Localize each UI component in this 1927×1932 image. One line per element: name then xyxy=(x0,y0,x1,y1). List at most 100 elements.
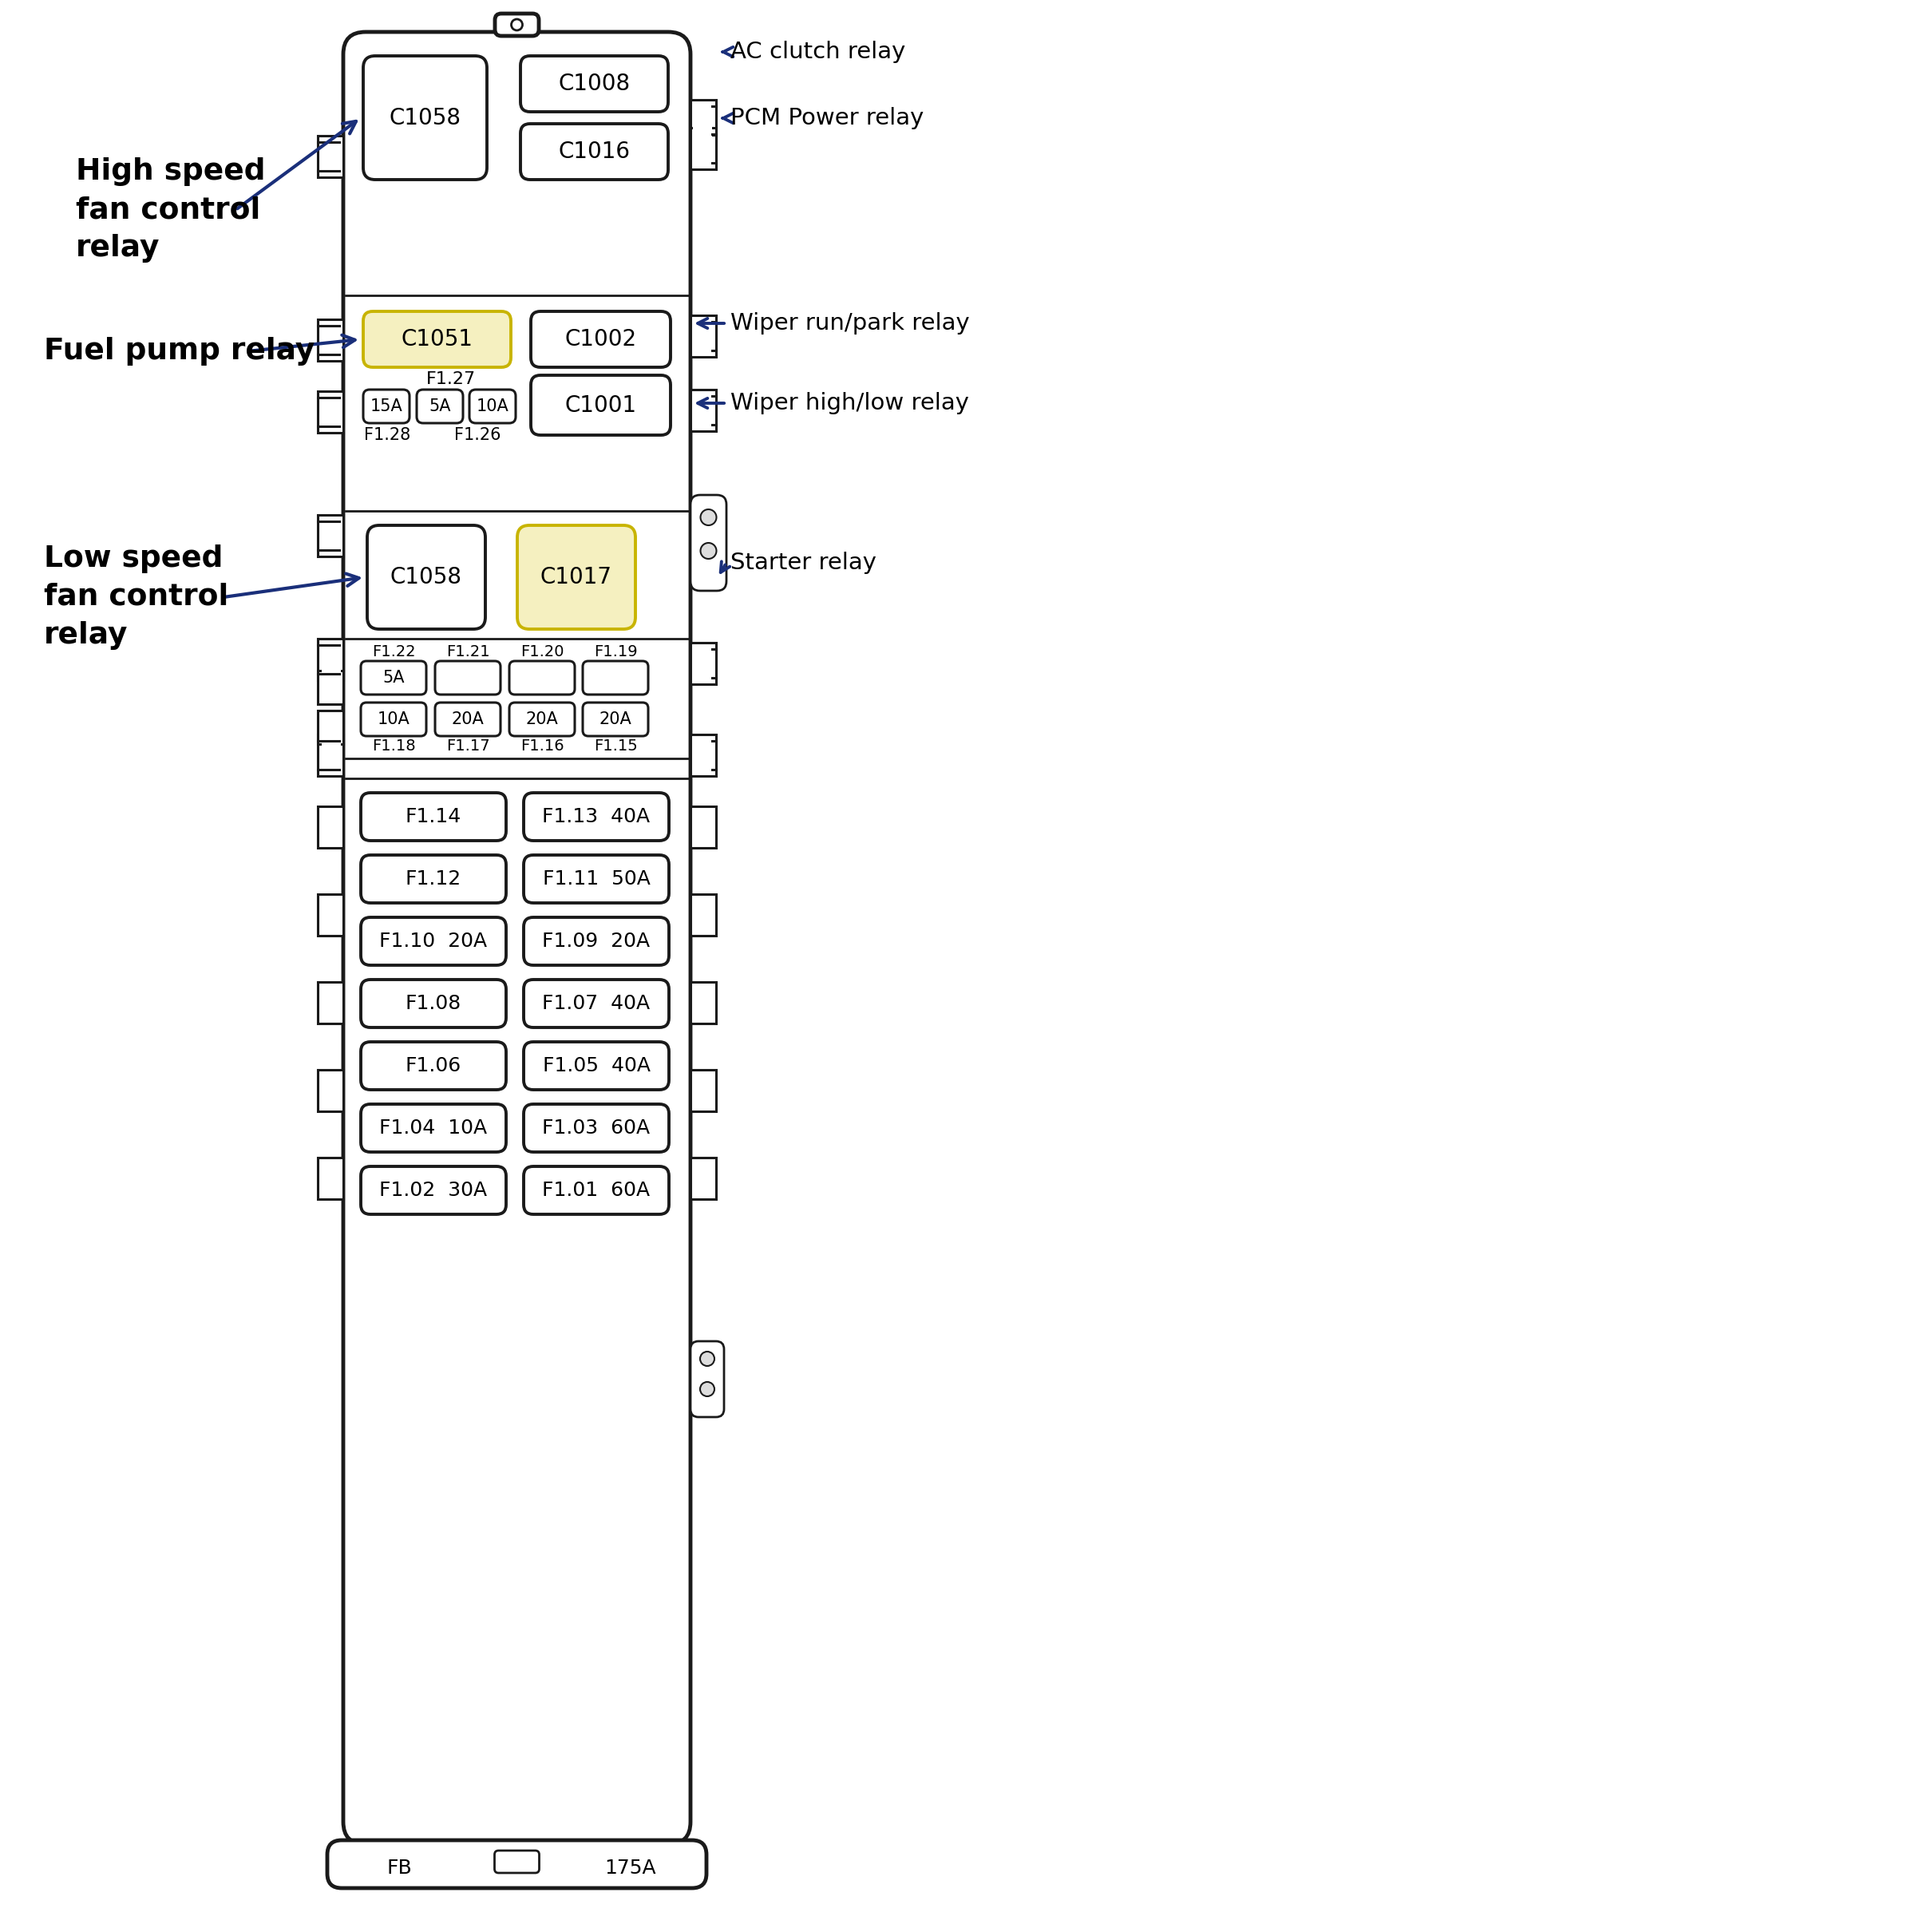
Text: 15A: 15A xyxy=(370,398,403,413)
Text: F1.20: F1.20 xyxy=(520,643,565,659)
FancyBboxPatch shape xyxy=(360,792,507,840)
Bar xyxy=(694,649,713,678)
Bar xyxy=(690,981,717,1024)
Text: C1017: C1017 xyxy=(540,566,613,589)
FancyBboxPatch shape xyxy=(690,1341,725,1416)
Bar xyxy=(322,327,341,354)
Bar xyxy=(690,734,717,777)
FancyBboxPatch shape xyxy=(520,124,669,180)
Text: 20A: 20A xyxy=(599,711,632,726)
FancyBboxPatch shape xyxy=(360,1041,507,1090)
Text: F1.22: F1.22 xyxy=(372,643,416,659)
FancyBboxPatch shape xyxy=(524,1103,669,1151)
FancyBboxPatch shape xyxy=(416,390,462,423)
Text: Fuel pump relay: Fuel pump relay xyxy=(44,336,314,365)
Bar xyxy=(694,518,713,547)
FancyBboxPatch shape xyxy=(360,980,507,1028)
FancyBboxPatch shape xyxy=(524,1041,669,1090)
Text: FB: FB xyxy=(387,1859,412,1878)
FancyBboxPatch shape xyxy=(495,1851,540,1872)
Text: 175A: 175A xyxy=(605,1859,657,1878)
Bar xyxy=(690,100,717,141)
Bar xyxy=(318,711,343,744)
FancyBboxPatch shape xyxy=(509,703,574,736)
Bar xyxy=(322,143,341,170)
Text: F1.09  20A: F1.09 20A xyxy=(541,931,649,951)
Text: F1.15: F1.15 xyxy=(594,738,638,753)
FancyBboxPatch shape xyxy=(343,33,690,1845)
Circle shape xyxy=(701,510,717,526)
FancyBboxPatch shape xyxy=(516,526,636,630)
Bar xyxy=(318,639,343,680)
Bar xyxy=(690,643,717,684)
Bar xyxy=(694,396,713,425)
Text: 20A: 20A xyxy=(526,711,559,726)
Bar xyxy=(694,323,713,350)
FancyBboxPatch shape xyxy=(362,56,488,180)
FancyBboxPatch shape xyxy=(509,661,574,696)
FancyBboxPatch shape xyxy=(436,703,501,736)
Bar xyxy=(318,670,343,703)
Bar xyxy=(690,510,717,553)
Bar xyxy=(322,398,341,427)
FancyBboxPatch shape xyxy=(530,375,671,435)
Bar xyxy=(318,734,343,777)
FancyBboxPatch shape xyxy=(690,495,726,591)
Text: C1001: C1001 xyxy=(565,394,636,415)
Text: F1.16: F1.16 xyxy=(520,738,565,753)
Text: F1.17: F1.17 xyxy=(445,738,489,753)
FancyBboxPatch shape xyxy=(436,661,501,696)
Text: F1.21: F1.21 xyxy=(445,643,489,659)
Text: F1.03  60A: F1.03 60A xyxy=(541,1119,649,1138)
Text: F1.06: F1.06 xyxy=(405,1057,461,1076)
Text: 20A: 20A xyxy=(451,711,484,726)
Text: relay: relay xyxy=(44,620,127,649)
Text: 10A: 10A xyxy=(476,398,509,413)
FancyBboxPatch shape xyxy=(360,661,426,696)
FancyBboxPatch shape xyxy=(582,661,647,696)
Text: F1.01  60A: F1.01 60A xyxy=(541,1180,649,1200)
FancyBboxPatch shape xyxy=(360,1167,507,1215)
FancyBboxPatch shape xyxy=(362,390,410,423)
Text: F1.11  50A: F1.11 50A xyxy=(543,869,649,889)
Text: relay: relay xyxy=(75,234,160,263)
Text: F1.08: F1.08 xyxy=(405,993,461,1012)
Bar xyxy=(322,645,341,674)
Bar xyxy=(318,390,343,433)
Bar xyxy=(318,895,343,935)
FancyBboxPatch shape xyxy=(360,703,426,736)
Text: AC clutch relay: AC clutch relay xyxy=(730,41,906,64)
FancyBboxPatch shape xyxy=(582,703,647,736)
Text: F1.05  40A: F1.05 40A xyxy=(541,1057,649,1076)
Bar xyxy=(318,806,343,848)
Text: F1.10  20A: F1.10 20A xyxy=(380,931,488,951)
FancyBboxPatch shape xyxy=(530,311,671,367)
Text: C1058: C1058 xyxy=(391,566,462,589)
FancyBboxPatch shape xyxy=(524,980,669,1028)
Bar xyxy=(318,1070,343,1111)
Text: PCM Power relay: PCM Power relay xyxy=(730,106,923,129)
Bar xyxy=(690,895,717,935)
Text: fan control: fan control xyxy=(44,583,229,612)
Bar xyxy=(690,806,717,848)
FancyBboxPatch shape xyxy=(524,1167,669,1215)
Text: F1.07  40A: F1.07 40A xyxy=(541,993,649,1012)
Text: Wiper run/park relay: Wiper run/park relay xyxy=(730,313,969,334)
Bar xyxy=(318,1157,343,1200)
Circle shape xyxy=(511,19,522,31)
Text: F1.12: F1.12 xyxy=(405,869,461,889)
Text: F1.28: F1.28 xyxy=(364,427,410,442)
Bar xyxy=(322,740,341,769)
FancyBboxPatch shape xyxy=(328,1839,707,1888)
Text: Wiper high/low relay: Wiper high/low relay xyxy=(730,392,969,413)
FancyBboxPatch shape xyxy=(524,856,669,902)
FancyBboxPatch shape xyxy=(360,1103,507,1151)
Circle shape xyxy=(700,1352,715,1366)
Text: High speed: High speed xyxy=(75,156,266,185)
Text: 5A: 5A xyxy=(430,398,451,413)
FancyBboxPatch shape xyxy=(362,311,511,367)
FancyBboxPatch shape xyxy=(524,792,669,840)
Bar xyxy=(318,135,343,178)
Bar xyxy=(690,1157,717,1200)
FancyBboxPatch shape xyxy=(470,390,516,423)
